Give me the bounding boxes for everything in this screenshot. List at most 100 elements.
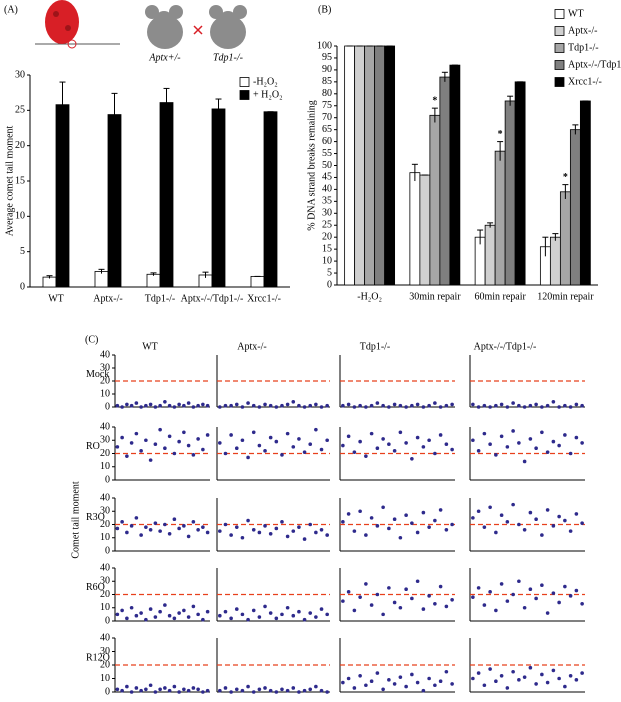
point xyxy=(314,684,318,689)
row-label: Mock xyxy=(86,369,109,380)
point xyxy=(158,403,162,408)
point xyxy=(172,405,177,409)
point xyxy=(274,616,279,621)
point xyxy=(450,682,454,686)
point xyxy=(421,688,426,693)
bar xyxy=(429,114,441,286)
point xyxy=(398,535,403,540)
bar xyxy=(374,45,386,286)
point xyxy=(177,526,181,531)
point xyxy=(392,682,397,686)
panel-label: (C) xyxy=(85,334,98,345)
point xyxy=(551,439,556,444)
point xyxy=(148,402,153,407)
point xyxy=(404,684,408,689)
legend-swatch xyxy=(554,77,565,87)
point xyxy=(257,405,262,409)
legend-label: Tdp1-/- xyxy=(568,42,599,53)
point xyxy=(302,537,307,541)
point xyxy=(387,405,391,409)
point xyxy=(346,434,351,439)
point xyxy=(223,403,228,408)
point xyxy=(574,512,579,516)
y-tick-label: 30 xyxy=(100,576,110,587)
point xyxy=(302,617,307,622)
legend-label: WT xyxy=(568,8,584,19)
point xyxy=(125,684,129,689)
point xyxy=(574,588,579,593)
y-tick-label: 100 xyxy=(317,40,332,51)
point xyxy=(139,405,143,409)
point xyxy=(427,525,431,529)
point xyxy=(433,518,437,523)
bar xyxy=(579,100,591,286)
point xyxy=(167,403,172,408)
bar xyxy=(354,45,366,286)
point xyxy=(551,524,556,528)
y-axis-label: Average comet tail moment xyxy=(4,125,15,236)
point xyxy=(218,405,222,409)
point xyxy=(545,680,550,685)
point xyxy=(229,616,233,621)
point xyxy=(186,443,191,448)
point xyxy=(438,508,443,512)
point xyxy=(139,611,143,615)
legend-swatch xyxy=(239,77,250,87)
point xyxy=(427,594,431,598)
point xyxy=(511,401,515,405)
point xyxy=(251,528,256,532)
point xyxy=(505,599,510,603)
bar xyxy=(263,111,278,288)
y-tick-label: 60 xyxy=(322,136,332,147)
point xyxy=(369,603,374,607)
bar xyxy=(514,81,526,286)
point xyxy=(163,522,167,527)
bar xyxy=(146,273,161,288)
point xyxy=(494,679,498,683)
point xyxy=(450,402,454,407)
point xyxy=(153,442,158,447)
point xyxy=(517,579,521,584)
point xyxy=(201,525,205,529)
point xyxy=(240,688,245,693)
point xyxy=(280,453,284,457)
point xyxy=(223,609,228,614)
point xyxy=(163,446,167,451)
point xyxy=(415,402,420,407)
point xyxy=(297,525,301,529)
point xyxy=(144,617,148,622)
point xyxy=(182,608,186,613)
point xyxy=(444,604,449,609)
y-tick-label: 80 xyxy=(322,88,332,99)
point xyxy=(167,613,172,618)
point xyxy=(540,533,544,537)
point xyxy=(268,531,273,536)
point xyxy=(196,403,200,408)
point xyxy=(280,520,284,524)
point xyxy=(488,442,492,447)
point xyxy=(129,441,134,445)
point xyxy=(229,433,233,437)
point xyxy=(263,524,267,528)
point xyxy=(404,587,408,591)
y-tick-label: 25 xyxy=(322,220,332,231)
point xyxy=(274,690,279,694)
bar xyxy=(344,45,356,286)
y-tick-label: 65 xyxy=(322,124,332,135)
y-tick-label: 20 xyxy=(100,448,110,459)
bar xyxy=(409,172,421,286)
point xyxy=(246,684,250,689)
point xyxy=(134,401,139,405)
bar xyxy=(159,102,174,288)
point xyxy=(450,447,454,452)
point xyxy=(346,676,351,681)
bar xyxy=(42,276,57,288)
point xyxy=(134,686,139,690)
point xyxy=(223,686,228,690)
point xyxy=(120,405,124,409)
lesion xyxy=(67,39,77,49)
point xyxy=(574,678,579,682)
point xyxy=(129,605,134,610)
point xyxy=(427,676,431,681)
